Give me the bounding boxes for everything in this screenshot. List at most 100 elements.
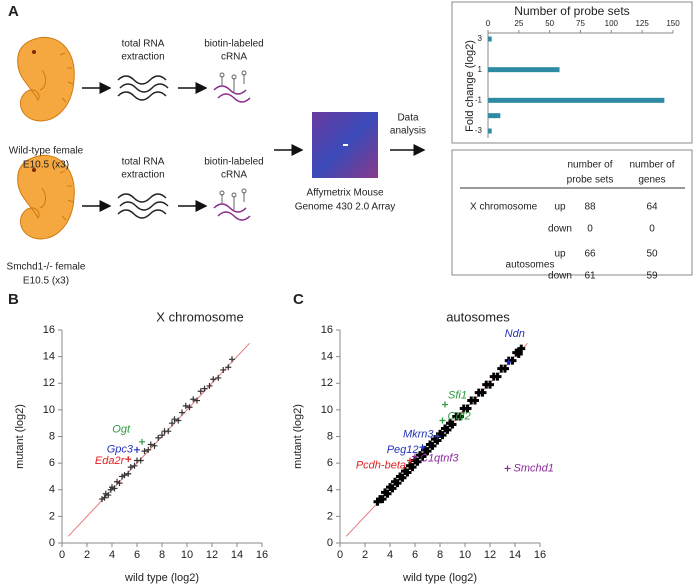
point — [383, 489, 392, 498]
y-axis-label: mutant (log2) — [292, 404, 304, 469]
step-label: biotin-labeled — [204, 39, 264, 50]
x-tick-label: 4 — [387, 549, 393, 561]
y-tick-label: 2 — [327, 510, 333, 522]
table-frame — [451, 149, 693, 276]
y-tick-label: 0 — [327, 537, 333, 549]
step-label: cRNA — [221, 170, 247, 181]
point — [169, 420, 175, 427]
x-axis-label: wild type (log2) — [124, 572, 199, 584]
x-tick-label: 14 — [509, 549, 521, 561]
y-tick-label: 16 — [43, 324, 55, 336]
step-label: Data — [397, 113, 419, 124]
point — [194, 397, 200, 404]
table-cell: 0 — [587, 224, 593, 235]
array-spot — [343, 144, 348, 146]
y-tick-label: 12 — [321, 377, 333, 389]
point — [428, 441, 437, 450]
point — [121, 472, 128, 479]
y-tick-label: 0 — [49, 537, 55, 549]
point — [478, 388, 487, 397]
point — [438, 431, 447, 440]
embryo-icon — [17, 36, 75, 122]
x-tick-label: 10 — [181, 549, 193, 561]
highlight-point — [439, 417, 446, 424]
step-label: cRNA — [221, 52, 247, 63]
bar — [488, 36, 492, 42]
y-tick-label: 16 — [321, 324, 333, 336]
x-tick-label: 150 — [666, 19, 680, 28]
crna-icon — [213, 70, 251, 103]
point — [141, 448, 148, 455]
point — [165, 428, 172, 435]
point — [493, 372, 502, 381]
point — [225, 364, 232, 371]
y-tick-label: 8 — [327, 430, 333, 442]
x-tick-label: 0 — [337, 549, 343, 561]
gene-label: C1qtnf3 — [420, 452, 459, 464]
y-tick-label: -1 — [475, 95, 483, 104]
y-tick-label: 14 — [321, 351, 333, 363]
table-header: number of — [629, 160, 674, 171]
gene-label: Pcdh-beta — [356, 459, 406, 471]
y-tick-label: -3 — [475, 126, 483, 135]
table-cell: 50 — [646, 249, 658, 260]
y-tick-label: 2 — [49, 510, 55, 522]
point — [179, 409, 185, 416]
point — [486, 380, 494, 389]
point — [448, 420, 457, 429]
gene-label: Ogt — [112, 424, 131, 436]
point — [456, 412, 464, 421]
point — [197, 388, 204, 395]
step-label: total RNA — [122, 39, 165, 50]
table-header: genes — [638, 175, 665, 186]
highlight-point — [434, 433, 441, 440]
table-cell: 88 — [584, 202, 596, 213]
point — [175, 417, 182, 424]
point — [229, 356, 235, 363]
point — [171, 416, 178, 423]
step-label: biotin-labeled — [204, 157, 264, 168]
y-tick-label: 4 — [49, 484, 55, 496]
gene-label: Eda2r — [95, 455, 126, 467]
bar-frame — [451, 1, 693, 144]
point — [145, 446, 152, 453]
gene-label: Sfi1 — [448, 389, 467, 401]
gene-label: Peg12 — [387, 444, 419, 456]
x-tick-label: 16 — [256, 549, 268, 561]
point — [418, 452, 427, 461]
y-tick-label: 4 — [327, 484, 333, 496]
sample-label: Wild-type female — [9, 146, 84, 157]
point — [131, 462, 138, 469]
x-axis-label: wild type (log2) — [402, 572, 477, 584]
gene-label: Crlf2 — [448, 410, 471, 422]
x-tick-label: 8 — [159, 549, 165, 561]
point — [151, 442, 158, 449]
x-tick-label: 16 — [534, 549, 546, 561]
table-header: probe sets — [567, 175, 614, 186]
point — [137, 457, 144, 464]
point — [501, 364, 509, 373]
point — [463, 404, 472, 413]
highlight-point — [125, 456, 132, 463]
x-tick-label: 0 — [59, 549, 65, 561]
point — [423, 447, 432, 456]
table-cell: 61 — [584, 271, 596, 282]
y-tick-label: 10 — [43, 404, 55, 416]
x-tick-label: 10 — [459, 549, 471, 561]
point — [190, 396, 197, 403]
table-cell: 64 — [646, 202, 658, 213]
gene-label: Ndn — [505, 328, 525, 340]
point — [125, 470, 132, 477]
y-tick-label: 1 — [478, 65, 483, 74]
x-tick-label: 8 — [437, 549, 443, 561]
point — [403, 468, 412, 477]
point — [155, 434, 162, 441]
y-axis-label: mutant (log2) — [14, 404, 26, 469]
point — [508, 356, 517, 365]
point — [147, 441, 154, 448]
point — [388, 484, 397, 493]
point — [220, 366, 227, 373]
point — [206, 382, 213, 389]
step-label: extraction — [121, 170, 164, 181]
